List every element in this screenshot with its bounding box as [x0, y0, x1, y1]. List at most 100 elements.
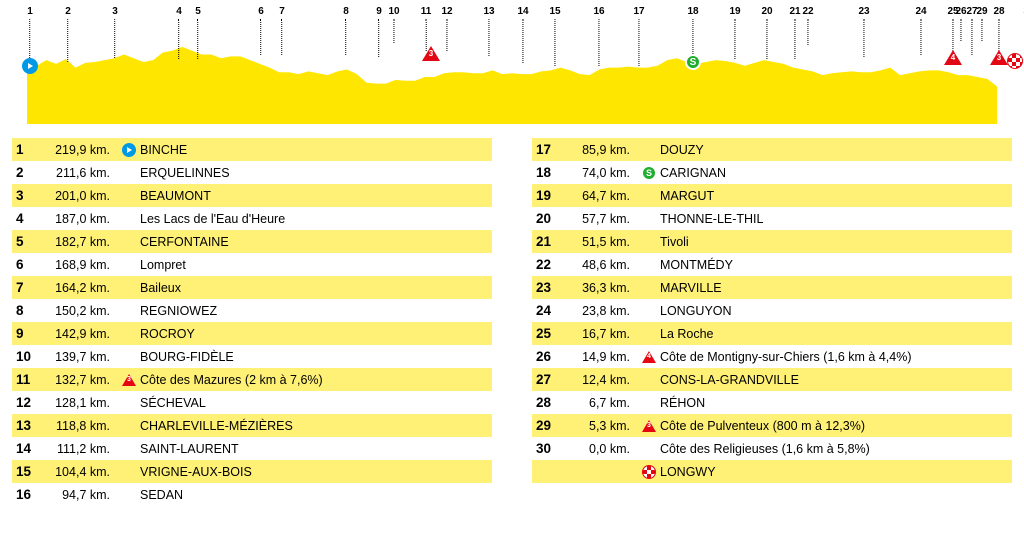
profile-tick-3: 3	[112, 6, 118, 58]
waypoint-num: 25	[536, 326, 566, 341]
waypoint-km: 94,7 km.	[46, 488, 118, 502]
waypoint-km: 57,7 km.	[566, 212, 638, 226]
waypoint-name: CONS-LA-GRANDVILLE	[660, 373, 1008, 387]
waypoint-name: SEDAN	[140, 488, 488, 502]
profile-tick-18: 18	[687, 6, 698, 56]
waypoint-num: 8	[16, 303, 46, 318]
start-icon	[22, 58, 38, 74]
profile-tick-28: 28	[993, 6, 1004, 55]
waypoint-num: 27	[536, 372, 566, 387]
waypoint-num: 13	[16, 418, 46, 433]
waypoint-name: LONGUYON	[660, 304, 1008, 318]
waypoint-num: 22	[536, 257, 566, 272]
waypoint-num: 11	[16, 372, 46, 387]
waypoints-table: 1219,9 km.BINCHE2211,6 km.ERQUELINNES320…	[12, 138, 1012, 506]
waypoint-name: MARVILLE	[660, 281, 1008, 295]
profile-tick-21: 21	[789, 6, 800, 59]
waypoint-row: 2248,6 km.MONTMÉDY	[532, 253, 1012, 276]
profile-tick-1: 1	[27, 6, 33, 62]
waypoint-num: 10	[16, 349, 46, 364]
waypoint-km: 211,6 km.	[46, 166, 118, 180]
waypoint-name: ERQUELINNES	[140, 166, 488, 180]
waypoint-row: 10139,7 km.BOURG-FIDÈLE	[12, 345, 492, 368]
waypoint-km: 64,7 km.	[566, 189, 638, 203]
waypoint-name: THONNE-LE-THIL	[660, 212, 1008, 226]
waypoint-name: DOUZY	[660, 143, 1008, 157]
waypoint-km: 12,4 km.	[566, 373, 638, 387]
waypoint-row: 11132,7 km.3Côte des Mazures (2 km à 7,6…	[12, 368, 492, 391]
waypoint-name: LONGWY	[660, 465, 1008, 479]
finish-icon	[1007, 53, 1023, 69]
waypoint-name: BOURG-FIDÈLE	[140, 350, 488, 364]
waypoint-name: SÉCHEVAL	[140, 396, 488, 410]
profile-tick-17: 17	[633, 6, 644, 66]
waypoint-km: 168,9 km.	[46, 258, 118, 272]
profile-tick-14: 14	[517, 6, 528, 63]
profile-tick-2: 2	[65, 6, 71, 62]
profile-tick-22: 22	[802, 6, 813, 45]
waypoint-row: 1785,9 km.DOUZY	[532, 138, 1012, 161]
profile-tick-26: 26	[955, 6, 966, 41]
waypoint-name: REGNIOWEZ	[140, 304, 488, 318]
waypoint-name: RÉHON	[660, 396, 1008, 410]
waypoint-row: 2211,6 km.ERQUELINNES	[12, 161, 492, 184]
waypoint-name: Côte des Mazures (2 km à 7,6%)	[140, 373, 488, 387]
waypoint-name: Côte de Pulventeux (800 m à 12,3%)	[660, 419, 1008, 433]
sprint-icon: S	[685, 54, 701, 70]
waypoint-km: 150,2 km.	[46, 304, 118, 318]
profile-tick-15: 15	[549, 6, 560, 66]
waypoint-icon: 4	[638, 351, 660, 363]
profile-tick-19: 19	[729, 6, 740, 59]
waypoint-name: La Roche	[660, 327, 1008, 341]
waypoint-icon	[638, 465, 660, 479]
waypoint-name: Les Lacs de l'Eau d'Heure	[140, 212, 488, 226]
waypoint-num: 5	[16, 234, 46, 249]
waypoint-km: 142,9 km.	[46, 327, 118, 341]
waypoint-num: 24	[536, 303, 566, 318]
profile-tick-9: 9	[376, 6, 382, 57]
waypoint-row: 4187,0 km.Les Lacs de l'Eau d'Heure	[12, 207, 492, 230]
waypoint-name: CHARLEVILLE-MÉZIÈRES	[140, 419, 488, 433]
waypoint-name: Côte des Religieuses (1,6 km à 5,8%)	[660, 442, 1008, 456]
climb-icon: 3	[422, 46, 440, 61]
profile-tick-16: 16	[593, 6, 604, 66]
waypoint-num: 15	[16, 464, 46, 479]
profile-tick-10: 10	[388, 6, 399, 43]
waypoint-row: 14111,2 km.SAINT-LAURENT	[12, 437, 492, 460]
waypoint-row: 12128,1 km.SÉCHEVAL	[12, 391, 492, 414]
profile-tick-13: 13	[483, 6, 494, 56]
waypoint-row: 1964,7 km.MARGUT	[532, 184, 1012, 207]
waypoint-row: 286,7 km.RÉHON	[532, 391, 1012, 414]
profile-tick-8: 8	[343, 6, 349, 55]
waypoint-name: MARGUT	[660, 189, 1008, 203]
waypoint-km: 187,0 km.	[46, 212, 118, 226]
waypoint-num: 17	[536, 142, 566, 157]
waypoint-num: 16	[16, 487, 46, 502]
profile-tick-6: 6	[258, 6, 264, 55]
waypoint-num: 26	[536, 349, 566, 364]
profile-tick-12: 12	[441, 6, 452, 51]
waypoint-name: Lompret	[140, 258, 488, 272]
waypoint-row: 9142,9 km.ROCROY	[12, 322, 492, 345]
waypoint-row: 1694,7 km. SEDAN	[12, 483, 492, 506]
waypoint-name: SAINT-LAURENT	[140, 442, 488, 456]
waypoint-num: 3	[16, 188, 46, 203]
waypoint-km: 118,8 km.	[46, 419, 118, 433]
waypoint-num: 1	[16, 142, 46, 157]
profile-tick-7: 7	[279, 6, 285, 55]
profile-tick-4: 4	[176, 6, 182, 59]
waypoint-num: 6	[16, 257, 46, 272]
waypoint-num: 30	[536, 441, 566, 456]
waypoint-row: 13118,8 km. CHARLEVILLE-MÉZIÈRES	[12, 414, 492, 437]
waypoint-name: BEAUMONT	[140, 189, 488, 203]
waypoint-km: 111,2 km.	[46, 442, 118, 456]
waypoint-num: 20	[536, 211, 566, 226]
profile-tick-24: 24	[915, 6, 926, 55]
waypoint-num: 21	[536, 234, 566, 249]
climb-icon: 3	[990, 50, 1008, 65]
waypoint-num: 18	[536, 165, 566, 180]
waypoint-km: 104,4 km.	[46, 465, 118, 479]
waypoint-km: 51,5 km.	[566, 235, 638, 249]
waypoint-km: 5,3 km.	[566, 419, 638, 433]
waypoint-row: 2151,5 km.Tivoli	[532, 230, 1012, 253]
